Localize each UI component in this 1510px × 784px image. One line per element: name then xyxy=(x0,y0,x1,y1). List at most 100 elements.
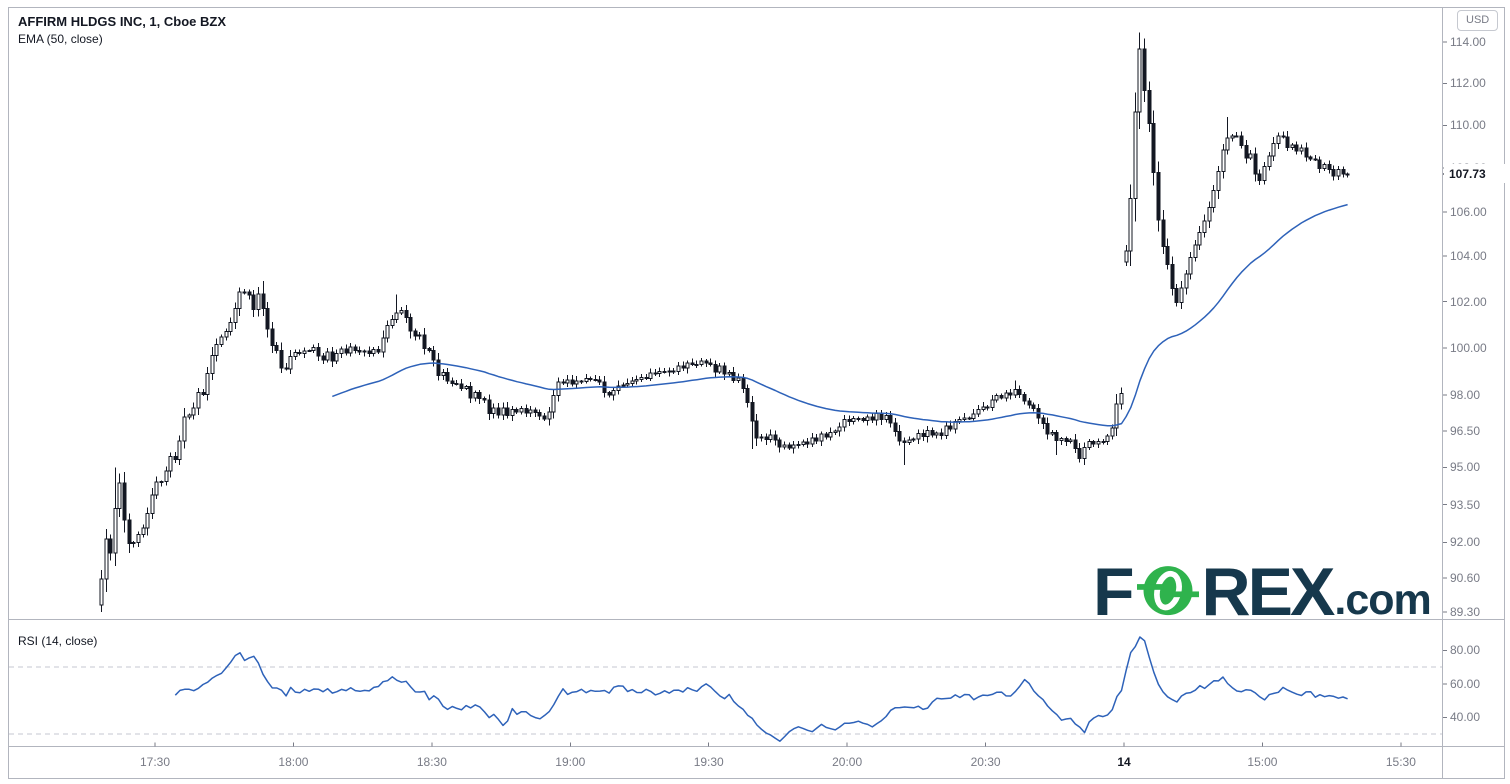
candle-down xyxy=(1327,164,1332,170)
candle-up xyxy=(1105,435,1110,443)
candle-down xyxy=(533,409,538,414)
candle-up xyxy=(717,365,722,373)
candle-down xyxy=(745,387,750,403)
candle-down xyxy=(436,359,441,376)
candle-up xyxy=(1128,197,1133,252)
candle-down xyxy=(847,419,852,422)
candle-down xyxy=(247,291,252,296)
candle-up xyxy=(182,416,187,442)
candle-up xyxy=(528,409,533,414)
candle-down xyxy=(1022,393,1027,402)
candle-up xyxy=(399,309,404,314)
candle-up xyxy=(334,352,339,362)
candle-up xyxy=(325,351,330,361)
candle-up xyxy=(828,431,833,438)
candle-up xyxy=(639,377,644,381)
candle-up xyxy=(962,417,967,421)
candle-up xyxy=(210,355,215,375)
candle-up xyxy=(584,377,589,383)
candle-down xyxy=(948,425,953,430)
candle-up xyxy=(1087,440,1092,448)
candle-down xyxy=(542,415,547,420)
candle-up xyxy=(362,350,367,353)
price-axis-label: 96.50 xyxy=(1450,423,1481,438)
candle-down xyxy=(408,317,413,332)
candle-up xyxy=(237,291,242,309)
candle-down xyxy=(861,418,866,422)
candle-down xyxy=(662,370,667,373)
candle-down xyxy=(413,330,418,337)
candle-down xyxy=(773,434,778,441)
candle-down xyxy=(805,441,810,445)
candle-up xyxy=(782,444,787,448)
candle-down xyxy=(376,349,381,353)
candle-down xyxy=(357,350,362,353)
candle-up xyxy=(136,533,141,543)
price-axis-label: 92.00 xyxy=(1450,535,1481,550)
candle-down xyxy=(1031,404,1036,410)
logo-letter-f: F xyxy=(1093,554,1135,630)
candle-down xyxy=(1142,48,1147,92)
candle-down xyxy=(321,355,326,361)
candle-up xyxy=(727,371,732,375)
candle-down xyxy=(1161,219,1166,247)
candle-up xyxy=(205,373,210,396)
ema-legend-label[interactable]: EMA (50, close) xyxy=(18,32,103,46)
candle-up xyxy=(874,412,879,421)
candle-down xyxy=(1073,439,1078,450)
logo-letters-rex: REX xyxy=(1201,554,1336,630)
candle-down xyxy=(427,348,432,352)
candle-down xyxy=(487,399,492,415)
candle-up xyxy=(113,507,118,554)
candle-up xyxy=(976,409,981,415)
forex-com-logo: F REX .com xyxy=(1093,554,1432,630)
candlestick-series[interactable] xyxy=(99,32,1350,613)
candle-up xyxy=(1124,250,1129,263)
price-axis-label: 112.00 xyxy=(1450,76,1486,91)
legend: AFFIRM HLDGS INC, 1, Cboe BZX EMA (50, c… xyxy=(18,13,226,48)
logo-o-coin-icon xyxy=(1136,566,1199,616)
candle-up xyxy=(676,365,681,372)
symbol-title[interactable]: AFFIRM HLDGS INC, 1, Cboe BZX xyxy=(18,14,226,29)
candle-up xyxy=(634,379,639,382)
candle-down xyxy=(930,429,935,436)
candle-up xyxy=(630,380,635,384)
candle-down xyxy=(1064,438,1069,443)
candle-down xyxy=(1281,135,1286,138)
logo-dot-com: .com xyxy=(1334,576,1431,624)
candle-up xyxy=(150,494,155,515)
ema-line[interactable] xyxy=(332,203,1348,427)
candle-up xyxy=(621,384,626,387)
time-axis-label: 18:30 xyxy=(416,755,447,769)
candle-up xyxy=(164,470,169,483)
candle-down xyxy=(514,408,519,413)
candle-up xyxy=(1248,153,1253,159)
currency-usd-badge[interactable]: USD xyxy=(1457,10,1499,31)
candle-down xyxy=(561,381,566,384)
rsi-line[interactable] xyxy=(174,636,1348,742)
candle-up xyxy=(574,380,579,385)
candle-down xyxy=(1101,440,1106,443)
candle-up xyxy=(796,443,801,446)
outer-frame xyxy=(8,7,1505,779)
candle-down xyxy=(681,365,686,369)
candle-up xyxy=(1082,446,1087,459)
candle-down xyxy=(422,334,427,350)
candle-down xyxy=(1165,245,1170,265)
candle-down xyxy=(713,363,718,373)
candle-up xyxy=(1004,392,1009,399)
candle-down xyxy=(1041,417,1046,424)
candle-up xyxy=(1336,169,1341,177)
candle-down xyxy=(1008,392,1013,396)
candle-down xyxy=(284,367,289,370)
rsi-polyline xyxy=(174,636,1348,742)
candle-up xyxy=(1225,137,1230,151)
candle-down xyxy=(764,436,769,441)
candle-up xyxy=(417,334,422,337)
candle-down xyxy=(1045,422,1050,435)
rsi-legend-label[interactable]: RSI (14, close) xyxy=(18,634,98,648)
candle-down xyxy=(450,380,455,384)
price-axis-label: 95.00 xyxy=(1450,460,1481,475)
candle-up xyxy=(1262,166,1267,182)
